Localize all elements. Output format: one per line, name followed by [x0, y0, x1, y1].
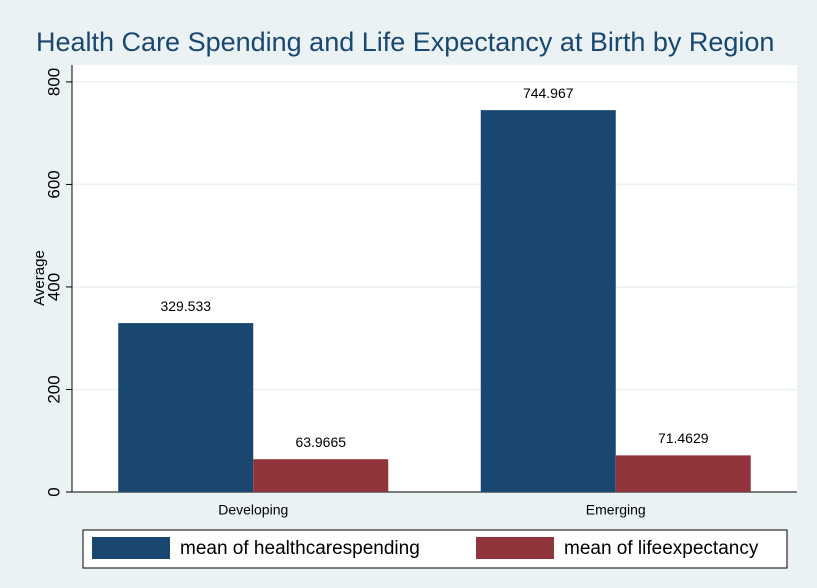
value-label: 744.967	[523, 85, 574, 101]
x-tick-label: Developing	[218, 502, 288, 518]
value-label: 63.9665	[295, 434, 346, 450]
legend-swatch	[476, 537, 554, 559]
bar	[615, 455, 751, 492]
legend-label: mean of healthcarespending	[180, 538, 420, 559]
bar	[253, 459, 389, 492]
y-tick-label: 200	[44, 375, 63, 403]
bar	[480, 110, 616, 492]
y-axis-label: Average	[31, 250, 48, 306]
y-tick-label: 800	[44, 68, 63, 96]
y-tick-label: 600	[44, 170, 63, 198]
legend-label: mean of lifeexpectancy	[564, 538, 759, 559]
legend-box	[82, 529, 788, 569]
bar	[118, 323, 254, 492]
value-label: 71.4629	[658, 430, 709, 446]
y-tick-label: 400	[44, 273, 63, 301]
value-label: 329.533	[160, 298, 211, 314]
legend-swatch	[92, 537, 170, 559]
x-tick-label: Emerging	[586, 502, 646, 518]
y-tick-label: 0	[44, 487, 63, 496]
chart-title: Health Care Spending and Life Expectancy…	[36, 27, 774, 57]
